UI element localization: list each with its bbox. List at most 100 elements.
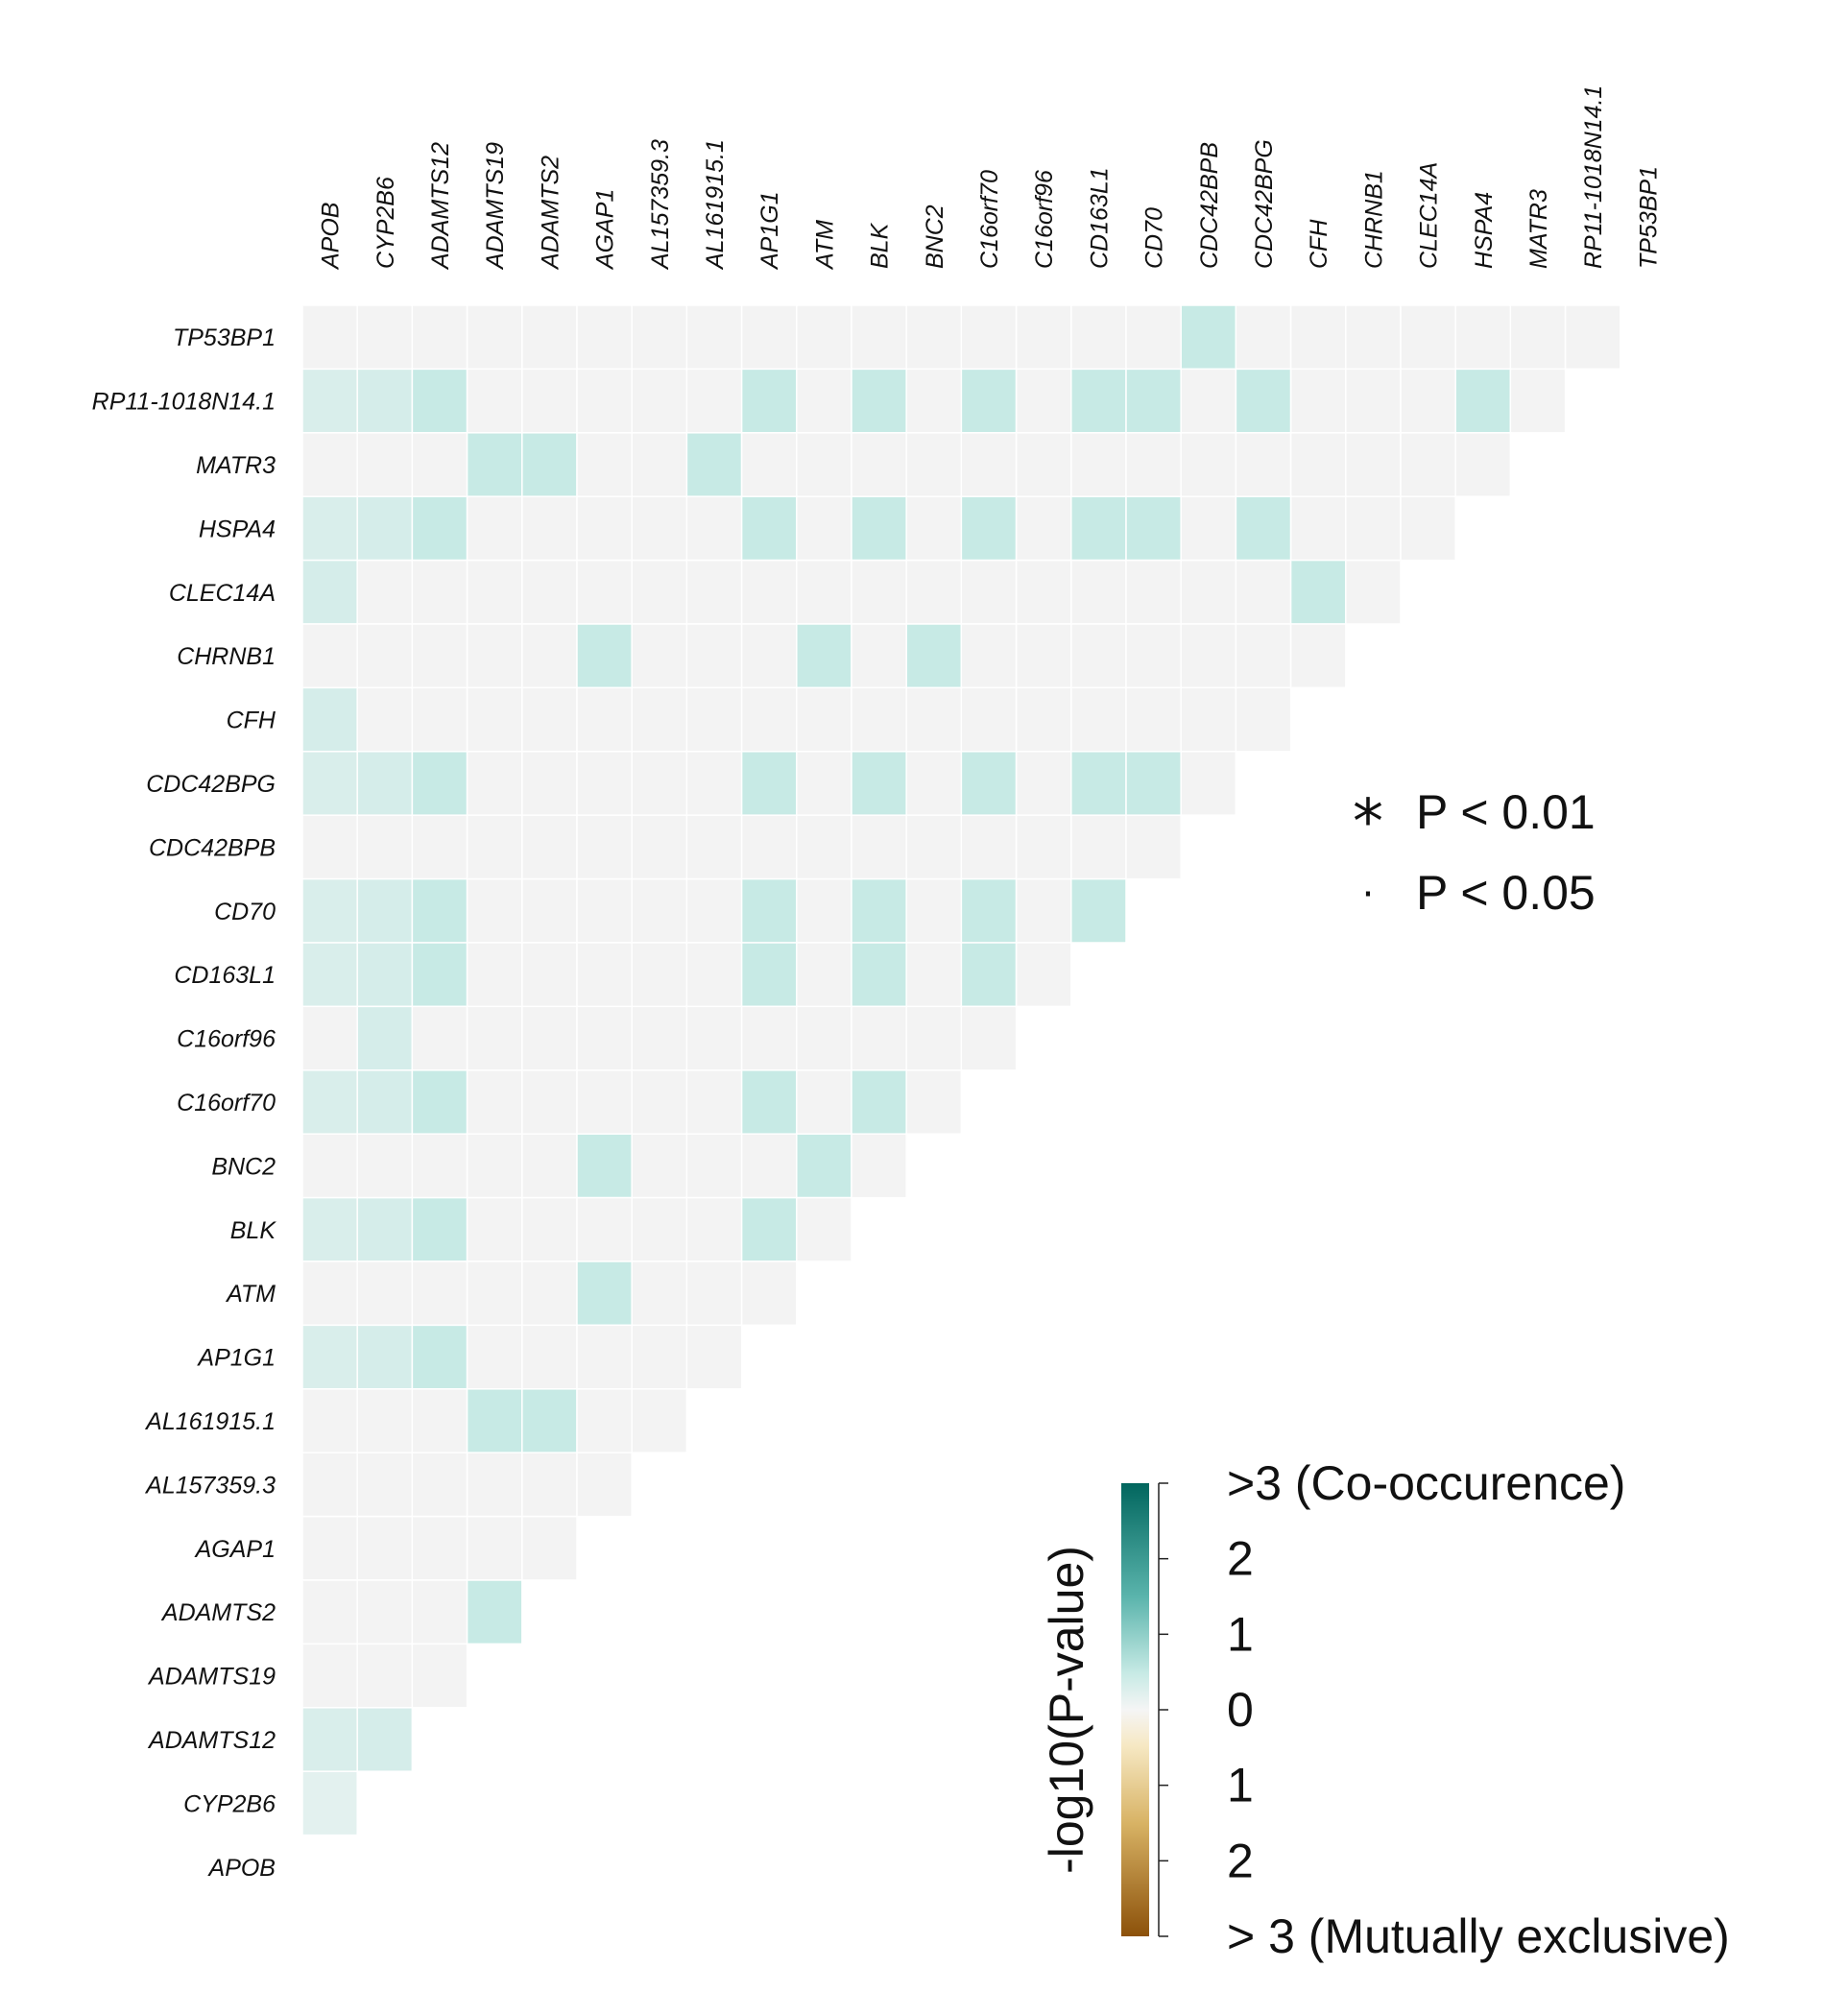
heatmap-cell-HSPA4-CD70 (1125, 495, 1182, 562)
heatmap-cell-AL157359.3-ADAMTS19 (466, 1452, 523, 1518)
asterisk-symbol: * (1353, 787, 1383, 858)
heatmap-cell-CDC42BPG-CDC42BPB (1180, 751, 1237, 816)
column-label-CDC42BPB: CDC42BPB (1196, 142, 1223, 269)
heatmap-cell-TP53BP1-ADAMTS2 (521, 304, 578, 371)
heatmap-cell-CD70-ADAMTS19 (466, 877, 523, 944)
heatmap-cell-CFH-ATM (796, 686, 852, 753)
heatmap-cell-MATR3-AL157359.3 (631, 432, 688, 497)
heatmap-cell-HSPA4-APOB (301, 495, 358, 562)
heatmap-cell-MATR3-AGAP1 (576, 432, 633, 497)
heatmap-cell-MATR3-APOB (301, 432, 358, 497)
column-label-HSPA4: HSPA4 (1471, 192, 1498, 269)
heatmap-cell-TP53BP1-AL161915.1 (685, 304, 743, 371)
heatmap-cell-HSPA4-BLK (851, 495, 907, 562)
heatmap-cell-HSPA4-ATM (796, 495, 852, 562)
row-label-CHRNB1: CHRNB1 (177, 643, 276, 670)
heatmap-cell-CLEC14A-CYP2B6 (356, 559, 414, 625)
heatmap-cell-C16orf70-BNC2 (905, 1069, 963, 1135)
heatmap-cell-MATR3-ADAMTS19 (466, 432, 523, 497)
heatmap-cell-C16orf70-APOB (301, 1069, 358, 1135)
heatmap-cell-TP53BP1-CDC42BPG (1235, 304, 1292, 371)
column-label-BNC2: BNC2 (922, 204, 948, 269)
heatmap-cell-CLEC14A-ADAMTS12 (411, 559, 468, 625)
heatmap-cell-RP11-1018N14.1-MATR3 (1509, 368, 1567, 434)
colorbar-ticks: >3 (Co-occurence) 2 1 0 1 2 > 3 (Mutually excl… (1158, 1456, 1730, 1963)
heatmap-cell-TP53BP1-CD70 (1125, 304, 1182, 371)
heatmap-cell-TP53BP1-CFH (1289, 304, 1347, 371)
dot-symbol: · (1362, 873, 1375, 917)
heatmap-cell-TP53BP1-C16orf96 (1015, 304, 1072, 371)
heatmap-cell-CD70-BLK (851, 877, 907, 944)
heatmap-cell-CDC42BPB-ADAMTS2 (521, 814, 578, 880)
heatmap-cell-HSPA4-ADAMTS12 (411, 495, 468, 562)
column-labels: APOB CYP2B6 ADAMTS12 ADAMTS19 ADAMTS2 AGAP1 AL… (318, 85, 1663, 271)
heatmap-cell-CHRNB1-C16orf96 (1015, 623, 1072, 689)
heatmap-cell-RP11-1018N14.1-ATM (796, 368, 852, 434)
heatmap-cell-CDC42BPG-C16orf70 (960, 751, 1018, 816)
column-label-ADAMTS19: ADAMTS19 (482, 142, 509, 271)
heatmap-cell-CLEC14A-AGAP1 (576, 559, 633, 625)
heatmap-cell-TP53BP1-ADAMTS19 (466, 304, 523, 371)
column-label-CD70: CD70 (1141, 207, 1168, 269)
heatmap-cell-CLEC14A-CD70 (1125, 559, 1182, 625)
heatmap-cell-CYP2B6-APOB (301, 1770, 358, 1836)
heatmap-cell-CD70-ADAMTS12 (411, 877, 468, 944)
colorbar-tick-label-3: 0 (1227, 1683, 1254, 1737)
heatmap-cell-CLEC14A-ADAMTS2 (521, 559, 578, 625)
heatmap-cell-BLK-APOB (301, 1196, 358, 1262)
heatmap-cell-BNC2-ADAMTS19 (466, 1133, 523, 1199)
heatmap-cell-BLK-ADAMTS2 (521, 1196, 578, 1262)
heatmap-cell-RP11-1018N14.1-CDC42BPB (1180, 368, 1237, 434)
heatmap-cell-ADAMTS2-APOB (301, 1579, 358, 1645)
heatmap-cell-BNC2-ATM (796, 1133, 852, 1199)
heatmap-cell-CD163L1-BNC2 (905, 942, 963, 1008)
heatmap-cell-AL157359.3-APOB (301, 1452, 358, 1518)
heatmap-cell-RP11-1018N14.1-CFH (1289, 368, 1347, 434)
heatmap-cell-HSPA4-CFH (1289, 495, 1347, 562)
heatmap-cell-CLEC14A-BLK (851, 559, 907, 625)
heatmap-cell-CDC42BPB-CD70 (1125, 814, 1182, 880)
heatmap-cell-C16orf70-AP1G1 (740, 1069, 798, 1135)
column-label-ADAMTS2: ADAMTS2 (537, 156, 564, 271)
heatmap-cell-CFH-CDC42BPB (1180, 686, 1237, 753)
heatmap-cell-CD70-CD163L1 (1070, 877, 1127, 944)
column-label-C16orf96: C16orf96 (1031, 170, 1058, 269)
heatmap-cell-CD70-CYP2B6 (356, 877, 414, 944)
heatmap-cell-CLEC14A-ATM (796, 559, 852, 625)
heatmap-cell-AGAP1-APOB (301, 1515, 358, 1581)
heatmap-cell-ADAMTS2-ADAMTS12 (411, 1579, 468, 1645)
heatmap-cell-CD163L1-AGAP1 (576, 942, 633, 1008)
heatmap-cell-HSPA4-BNC2 (905, 495, 963, 562)
heatmap-cell-CFH-CD163L1 (1070, 686, 1127, 753)
heatmap-cell-CD163L1-BLK (851, 942, 907, 1008)
heatmap-cell-CDC42BPG-APOB (301, 751, 358, 816)
heatmap-cell-CLEC14A-C16orf96 (1015, 559, 1072, 625)
heatmap-cell-ATM-AGAP1 (576, 1260, 633, 1327)
heatmap-cell-C16orf70-ATM (796, 1069, 852, 1135)
heatmap-cell-CD70-APOB (301, 877, 358, 944)
heatmap-cell-MATR3-ADAMTS2 (521, 432, 578, 497)
heatmap-cell-AP1G1-AL161915.1 (685, 1324, 743, 1390)
heatmap-cell-RP11-1018N14.1-AP1G1 (740, 368, 798, 434)
heatmap-cell-CD70-C16orf96 (1015, 877, 1072, 944)
heatmap-cell-HSPA4-ADAMTS19 (466, 495, 523, 562)
heatmap-cell-BLK-AL157359.3 (631, 1196, 688, 1262)
row-label-RP11-1018N14.1: RP11-1018N14.1 (92, 389, 276, 416)
heatmap-cell-AL161915.1-ADAMTS19 (466, 1388, 523, 1453)
column-label-AP1G1: AP1G1 (756, 191, 783, 271)
heatmap-cell-CFH-AL157359.3 (631, 686, 688, 753)
heatmap-cell-BLK-AGAP1 (576, 1196, 633, 1262)
heatmap-cell-TP53BP1-MATR3 (1509, 304, 1567, 371)
column-label-BLK: BLK (867, 222, 894, 269)
heatmap-cell-C16orf70-AL157359.3 (631, 1069, 688, 1135)
heatmap-cell-CDC42BPB-C16orf96 (1015, 814, 1072, 880)
colorbar-tick-label-2: 1 (1227, 1607, 1254, 1661)
heatmap-cell-RP11-1018N14.1-BLK (851, 368, 907, 434)
heatmap-cell-RP11-1018N14.1-CD70 (1125, 368, 1182, 434)
heatmap-cell-TP53BP1-HSPA4 (1454, 304, 1512, 371)
heatmap-cell-CDC42BPG-AGAP1 (576, 751, 633, 816)
heatmap-cell-CFH-AGAP1 (576, 686, 633, 753)
heatmap-cell-TP53BP1-CHRNB1 (1345, 304, 1402, 371)
heatmap-cell-CHRNB1-CDC42BPB (1180, 623, 1237, 689)
heatmap-cell-C16orf70-BLK (851, 1069, 907, 1135)
